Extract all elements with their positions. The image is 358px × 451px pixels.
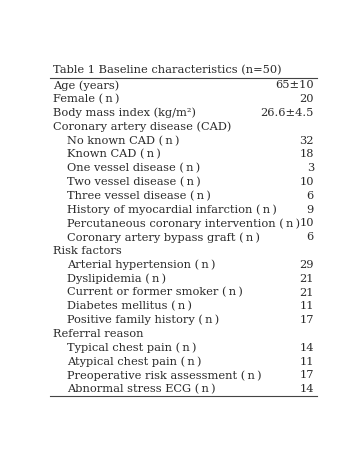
Text: Percutaneous coronary intervention ( n ): Percutaneous coronary intervention ( n ) (67, 218, 300, 229)
Text: Positive family history ( n ): Positive family history ( n ) (67, 315, 219, 326)
Text: Typical chest pain ( n ): Typical chest pain ( n ) (67, 343, 197, 353)
Text: 14: 14 (299, 384, 314, 394)
Text: Diabetes mellitus ( n ): Diabetes mellitus ( n ) (67, 301, 192, 312)
Text: Abnormal stress ECG ( n ): Abnormal stress ECG ( n ) (67, 384, 216, 395)
Text: Coronary artery bypass graft ( n ): Coronary artery bypass graft ( n ) (67, 232, 260, 243)
Text: 6: 6 (306, 232, 314, 242)
Text: History of myocardial infarction ( n ): History of myocardial infarction ( n ) (67, 204, 277, 215)
Text: Coronary artery disease (CAD): Coronary artery disease (CAD) (53, 121, 232, 132)
Text: 21: 21 (299, 274, 314, 284)
Text: Atypical chest pain ( n ): Atypical chest pain ( n ) (67, 356, 202, 367)
Text: 26.6±4.5: 26.6±4.5 (261, 108, 314, 118)
Text: 11: 11 (299, 357, 314, 367)
Text: 17: 17 (299, 370, 314, 381)
Text: Known CAD ( n ): Known CAD ( n ) (67, 149, 161, 160)
Text: Age (years): Age (years) (53, 80, 119, 91)
Text: 65±10: 65±10 (275, 80, 314, 90)
Text: 21: 21 (299, 288, 314, 298)
Text: 3: 3 (306, 163, 314, 173)
Text: No known CAD ( n ): No known CAD ( n ) (67, 135, 179, 146)
Text: 29: 29 (299, 260, 314, 270)
Text: 10: 10 (299, 218, 314, 229)
Text: 18: 18 (299, 149, 314, 159)
Text: 32: 32 (299, 136, 314, 146)
Text: Current or former smoker ( n ): Current or former smoker ( n ) (67, 287, 243, 298)
Text: 9: 9 (306, 205, 314, 215)
Text: Dyslipidemia ( n ): Dyslipidemia ( n ) (67, 273, 166, 284)
Text: Preoperative risk assessment ( n ): Preoperative risk assessment ( n ) (67, 370, 262, 381)
Text: Referral reason: Referral reason (53, 329, 144, 339)
Text: Body mass index (kg/m²): Body mass index (kg/m²) (53, 108, 196, 118)
Text: One vessel disease ( n ): One vessel disease ( n ) (67, 163, 200, 173)
Text: Female ( n ): Female ( n ) (53, 94, 120, 104)
Text: 20: 20 (299, 94, 314, 104)
Text: Table 1 Baseline characteristics (n=50): Table 1 Baseline characteristics (n=50) (53, 65, 282, 75)
Text: 10: 10 (299, 177, 314, 187)
Text: 17: 17 (299, 315, 314, 325)
Text: 6: 6 (306, 191, 314, 201)
Text: Two vessel disease ( n ): Two vessel disease ( n ) (67, 177, 201, 187)
Text: 14: 14 (299, 343, 314, 353)
Text: Risk factors: Risk factors (53, 246, 122, 256)
Text: Three vessel disease ( n ): Three vessel disease ( n ) (67, 191, 211, 201)
Text: Arterial hypertension ( n ): Arterial hypertension ( n ) (67, 260, 216, 270)
Text: 11: 11 (299, 301, 314, 311)
